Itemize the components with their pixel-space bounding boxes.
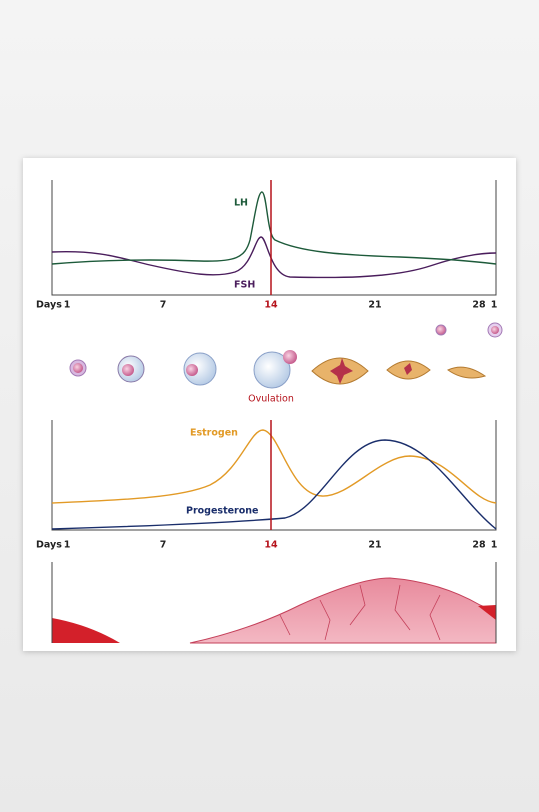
fsh-curve (51, 236, 497, 279)
egg (186, 364, 198, 376)
day-label: 28 (472, 300, 486, 311)
bottom-axis: Days 1 7 14 21 28 1 (36, 540, 497, 551)
progesterone-label: Progesterone (186, 506, 258, 517)
day-label: 21 (368, 300, 381, 311)
lining (189, 577, 497, 644)
estrogen-curve (51, 429, 497, 504)
shedding (478, 605, 496, 620)
hormone-chart-top (51, 180, 497, 296)
follicle (253, 351, 291, 389)
top-axis: Days 1 7 14 21 28 1 (36, 300, 497, 311)
axis-prefix: Days (36, 300, 62, 311)
axes (51, 180, 497, 296)
endometrium (51, 562, 497, 644)
lh-curve (51, 191, 497, 265)
hormone-chart-bottom (51, 420, 497, 531)
day-label: 21 (368, 540, 381, 551)
corpus-core (404, 363, 412, 375)
card (23, 158, 516, 651)
day-label: 7 (160, 300, 167, 311)
day-label: 28 (472, 540, 486, 551)
day-label: 14 (264, 540, 278, 551)
day-label: 1 (64, 300, 71, 311)
axes (51, 420, 497, 531)
egg (491, 326, 499, 334)
vessels (279, 584, 441, 641)
day-label: 1 (64, 540, 71, 551)
progesterone-curve (51, 439, 497, 530)
egg (73, 363, 83, 373)
fsh-label: FSH (234, 280, 255, 291)
ovulation-label: Ovulation (248, 394, 294, 405)
lh-label: LH (234, 198, 248, 209)
corpus-albicans (447, 366, 487, 379)
egg (122, 364, 134, 376)
egg (435, 324, 447, 336)
estrogen-label: Estrogen (190, 428, 238, 439)
day-label: 1 (491, 300, 498, 311)
follicle (183, 352, 217, 386)
day-label: 14 (264, 300, 278, 311)
day-label: 1 (491, 540, 498, 551)
corpus-core (330, 358, 353, 384)
menstrual-lining (52, 618, 120, 643)
egg (283, 350, 297, 364)
day-label: 7 (160, 540, 167, 551)
follicle-stages (69, 322, 503, 389)
axis-prefix: Days (36, 540, 62, 551)
